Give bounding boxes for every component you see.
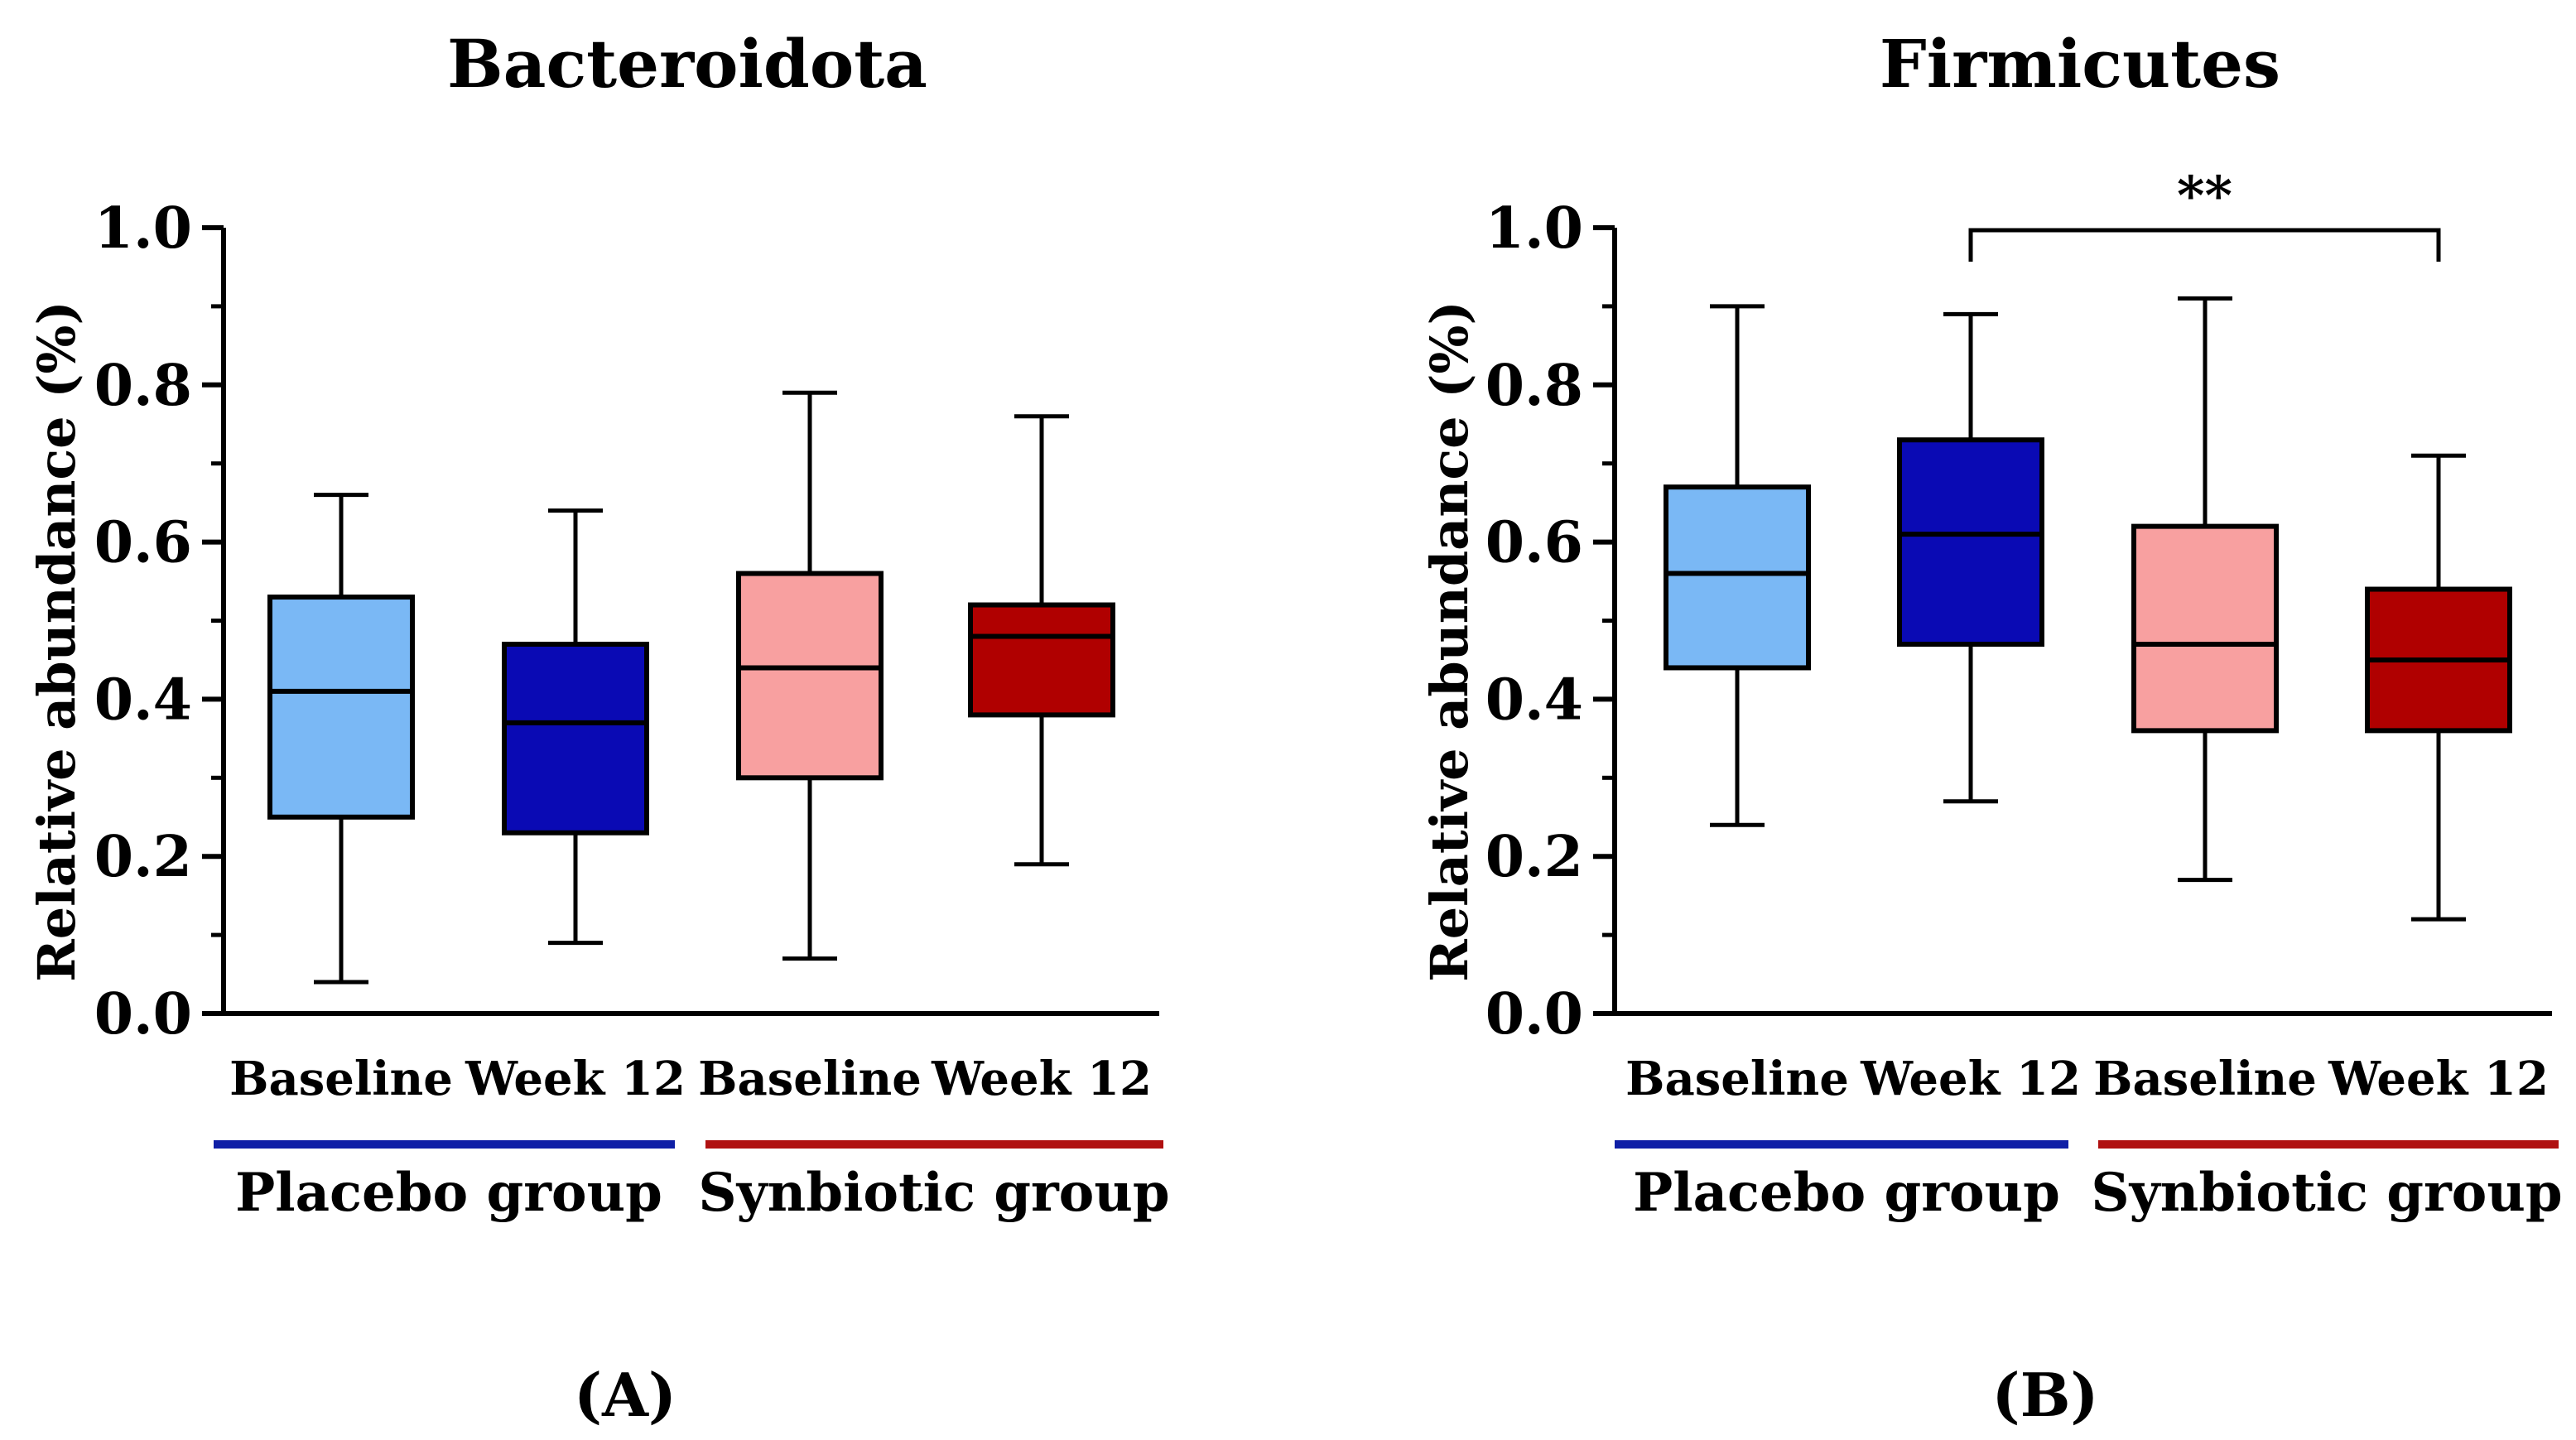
box-iqr <box>2131 523 2279 734</box>
panel-label: (A) <box>574 1360 677 1430</box>
y-tick-label: 0.6 <box>94 510 192 576</box>
box-plot-3 <box>736 390 884 961</box>
box-plot-1 <box>267 493 415 985</box>
y-axis-label: Relative abundance (%) <box>26 301 87 982</box>
significance-label: ** <box>2177 165 2232 227</box>
box-plot-2 <box>502 508 649 946</box>
x-category-label: Week 12 <box>2328 1052 2549 1106</box>
box-plot-3 <box>2131 296 2279 883</box>
y-tick-label: 0.2 <box>1485 824 1583 890</box>
x-category-label: Week 12 <box>931 1052 1152 1106</box>
box-iqr <box>502 641 649 836</box>
y-tick-label: 1.0 <box>1485 195 1583 262</box>
group-label: Placebo group <box>235 1162 662 1224</box>
y-tick-label: 0.4 <box>1485 667 1583 733</box>
y-tick-label: 0.0 <box>1485 981 1583 1047</box>
box-plot-2 <box>1897 311 2044 804</box>
x-category-label: Baseline <box>698 1052 922 1106</box>
x-category-label: Baseline <box>2093 1052 2317 1106</box>
x-category-label: Week 12 <box>1860 1052 2081 1106</box>
x-category-label: Baseline <box>1625 1052 1849 1106</box>
box-iqr <box>736 571 884 781</box>
x-category-label: Week 12 <box>465 1052 686 1106</box>
box-plot-1 <box>1664 304 1811 827</box>
significance-bracket <box>1968 228 2441 262</box>
y-tick-label: 1.0 <box>94 195 192 262</box>
chart-title: Firmicutes <box>1880 25 2280 103</box>
box-iqr <box>1664 484 1811 671</box>
box-iqr <box>968 602 1115 718</box>
chart-title: Bacteroidota <box>447 25 927 103</box>
box-plot-4 <box>2365 453 2512 922</box>
y-tick-label: 0.8 <box>1485 353 1583 419</box>
y-axis-label: Relative abundance (%) <box>1419 301 1480 982</box>
box-iqr <box>1897 437 2044 647</box>
box-plot-4 <box>968 414 1115 867</box>
box-iqr <box>267 595 415 820</box>
x-category-label: Baseline <box>229 1052 453 1106</box>
y-tick-label: 0.2 <box>94 824 192 890</box>
group-label: Synbiotic group <box>698 1162 1169 1224</box>
y-tick-label: 0.6 <box>1485 510 1583 576</box>
y-tick-label: 0.4 <box>94 667 192 733</box>
y-tick-label: 0.0 <box>94 981 192 1047</box>
group-label: Synbiotic group <box>2091 1162 2562 1224</box>
y-tick-label: 0.8 <box>94 353 192 419</box>
panel-label: (B) <box>1992 1360 2099 1430</box>
group-label: Placebo group <box>1633 1162 2060 1224</box>
